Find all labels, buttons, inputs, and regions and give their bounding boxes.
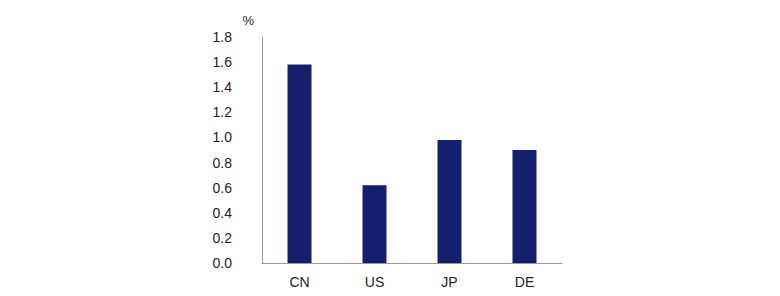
svg-text:0.4: 0.4 [213, 205, 233, 221]
svg-text:0.2: 0.2 [213, 230, 233, 246]
svg-text:0.6: 0.6 [213, 180, 233, 196]
svg-text:1.6: 1.6 [213, 54, 233, 70]
svg-text:1.4: 1.4 [213, 79, 233, 95]
svg-text:JP: JP [441, 274, 457, 290]
svg-text:DE: DE [515, 274, 534, 290]
svg-text:1.0: 1.0 [213, 129, 233, 145]
svg-text:CN: CN [289, 274, 309, 290]
svg-text:US: US [365, 274, 384, 290]
svg-text:1.2: 1.2 [213, 104, 233, 120]
svg-text:0.0: 0.0 [213, 255, 233, 271]
svg-text:%: % [242, 13, 254, 28]
svg-text:0.8: 0.8 [213, 155, 233, 171]
svg-text:1.8: 1.8 [213, 29, 233, 45]
